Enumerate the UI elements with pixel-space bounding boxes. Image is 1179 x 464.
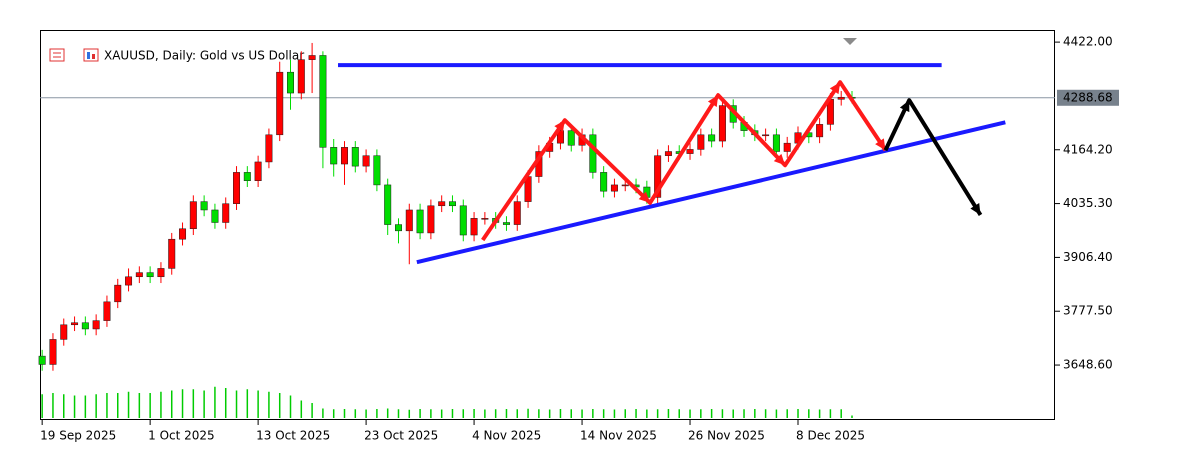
candle-body xyxy=(556,130,564,144)
x-tick-label: 8 Dec 2025 xyxy=(796,429,865,443)
candle-body xyxy=(783,142,791,152)
candle-body xyxy=(664,151,672,156)
candle-body xyxy=(146,272,154,278)
y-tick-label: 4164.20 xyxy=(1063,142,1113,156)
candle-body xyxy=(222,203,230,223)
y-tick-label: 4422.00 xyxy=(1063,35,1113,49)
candle-body xyxy=(438,201,446,207)
candle-body xyxy=(481,218,489,220)
arrow-head xyxy=(638,191,651,203)
candle-body xyxy=(125,276,133,286)
candle-body xyxy=(600,172,608,192)
candle-body xyxy=(179,228,187,240)
candle-body xyxy=(654,155,662,198)
candle-body xyxy=(103,301,111,321)
candle-body xyxy=(189,201,197,230)
arrow-head xyxy=(875,138,886,151)
y-tick-label: 3648.60 xyxy=(1063,358,1113,372)
candle-body xyxy=(157,268,165,278)
candle-body xyxy=(81,322,89,330)
candle-body xyxy=(135,272,143,278)
candle-body xyxy=(351,147,359,167)
icon xyxy=(83,48,99,62)
icon xyxy=(92,54,95,59)
candle-body xyxy=(297,59,305,94)
y-tick-label: 3777.50 xyxy=(1063,304,1113,318)
chart-title: XAUUSD, Daily: Gold vs US Dollar xyxy=(104,49,304,63)
arrow-head xyxy=(899,100,910,113)
candle-body xyxy=(330,147,338,165)
candle-body xyxy=(38,355,46,365)
candle-body xyxy=(427,205,435,234)
candle-body xyxy=(49,339,57,365)
candle-body xyxy=(276,71,284,136)
title-icons xyxy=(49,48,99,62)
arrow-head xyxy=(707,95,719,108)
arrow-head xyxy=(829,82,841,95)
candle-body xyxy=(405,209,413,232)
candle-body xyxy=(816,124,824,138)
arrow-head xyxy=(773,153,786,166)
icon xyxy=(87,52,90,59)
candle-body xyxy=(233,172,241,204)
candle-body xyxy=(168,238,176,269)
candle-body xyxy=(416,209,424,234)
x-tick-label: 14 Nov 2025 xyxy=(580,429,657,443)
candle-body xyxy=(772,134,780,152)
candle-body xyxy=(287,71,294,94)
candle-body xyxy=(837,96,845,100)
candle-body xyxy=(610,184,618,192)
current-price-label: 4288.68 xyxy=(1063,90,1113,104)
candle-body xyxy=(589,134,597,173)
candle-body xyxy=(114,284,122,303)
candle-body xyxy=(319,55,327,148)
candle-body xyxy=(762,134,770,137)
x-tick-label: 19 Sep 2025 xyxy=(40,429,116,443)
x-tick-label: 23 Oct 2025 xyxy=(364,429,438,443)
arrow-head xyxy=(970,203,981,215)
candle-body xyxy=(697,134,705,150)
candle-body xyxy=(243,172,251,181)
candle-body xyxy=(502,222,510,225)
y-tick-label: 4035.30 xyxy=(1063,196,1113,210)
candle-body xyxy=(621,184,629,187)
candle-body xyxy=(470,218,478,236)
x-tick-label: 1 Oct 2025 xyxy=(148,429,215,443)
icon xyxy=(49,48,65,62)
y-tick-label: 3906.40 xyxy=(1063,250,1113,264)
candle-body xyxy=(513,201,521,225)
candle-body xyxy=(254,161,262,181)
trend-drawing xyxy=(416,120,1006,265)
period-marker xyxy=(843,38,857,45)
candle-body xyxy=(200,201,208,211)
x-tick-label: 4 Nov 2025 xyxy=(472,429,541,443)
candle-body xyxy=(448,201,456,207)
arrow-head xyxy=(554,120,565,133)
candle-body xyxy=(459,205,467,236)
candle-body xyxy=(373,155,381,186)
x-tick-label: 26 Nov 2025 xyxy=(688,429,765,443)
candle-body xyxy=(567,130,575,146)
candle-body xyxy=(211,209,219,223)
candle-body xyxy=(708,134,716,142)
plot-frame xyxy=(40,30,1055,420)
candle-body xyxy=(265,134,273,163)
x-tick-label: 13 Oct 2025 xyxy=(256,429,330,443)
candle-body xyxy=(71,322,79,326)
current-price-box xyxy=(1057,89,1119,106)
candle-body xyxy=(92,320,100,330)
candle-body xyxy=(686,149,694,154)
candle-body xyxy=(384,184,392,225)
candle-body xyxy=(718,105,726,142)
candle-body xyxy=(362,155,370,167)
candle-body xyxy=(395,224,402,232)
candle-body xyxy=(308,55,316,60)
candle-body xyxy=(341,147,348,165)
candle-body xyxy=(60,324,68,340)
